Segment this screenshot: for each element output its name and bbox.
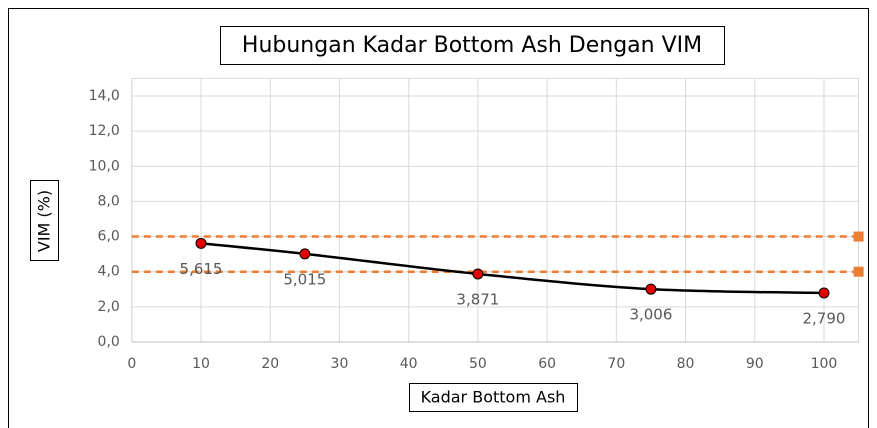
y-tick-label: 8,0: [98, 193, 120, 209]
y-tick-label: 10,0: [89, 158, 120, 174]
x-title-box: [409, 383, 578, 412]
chart-title: Hubungan Kadar Bottom Ash Dengan VIM: [242, 33, 702, 58]
series-line: [200, 242, 825, 295]
y-tick-label: 6,0: [98, 229, 120, 245]
point: [299, 248, 311, 260]
x-tick-label: 80: [677, 356, 695, 372]
y-tick-label: 12,0: [89, 123, 120, 139]
y-tick-label: 4,0: [98, 264, 120, 280]
x-tick-label: 60: [538, 356, 556, 372]
end-marker: [853, 231, 864, 242]
x-tick-label: 70: [607, 356, 625, 372]
y-axis-title: VIM (%): [35, 190, 54, 252]
title-box: [220, 26, 725, 65]
end-marker: [853, 266, 864, 277]
point: [645, 283, 657, 295]
x-tick-label: 90: [746, 356, 764, 372]
x-tick-label: 50: [469, 356, 487, 372]
y-tick-label: 0,0: [98, 334, 120, 350]
data-label: 2,790: [803, 309, 846, 327]
plot-area: [131, 77, 860, 343]
y-tick-label: 2,0: [98, 299, 120, 315]
data-label: 5,615: [180, 260, 223, 278]
point: [472, 268, 484, 280]
data-label: 3,006: [629, 306, 672, 324]
y-title-box: [30, 180, 59, 261]
x-tick-label: 10: [192, 356, 210, 372]
point: [818, 287, 830, 299]
x-tick-label: 40: [400, 356, 418, 372]
chart-border: [8, 8, 869, 428]
x-tick-label: 20: [261, 356, 279, 372]
x-tick-label: 0: [127, 356, 136, 372]
x-axis-title: Kadar Bottom Ash: [421, 388, 566, 407]
x-tick-label: 30: [331, 356, 349, 372]
x-tick-label: 100: [811, 356, 838, 372]
y-tick-label: 14,0: [89, 88, 120, 104]
data-label: 3,871: [456, 290, 499, 308]
point: [195, 237, 207, 249]
data-label: 5,015: [283, 270, 326, 288]
